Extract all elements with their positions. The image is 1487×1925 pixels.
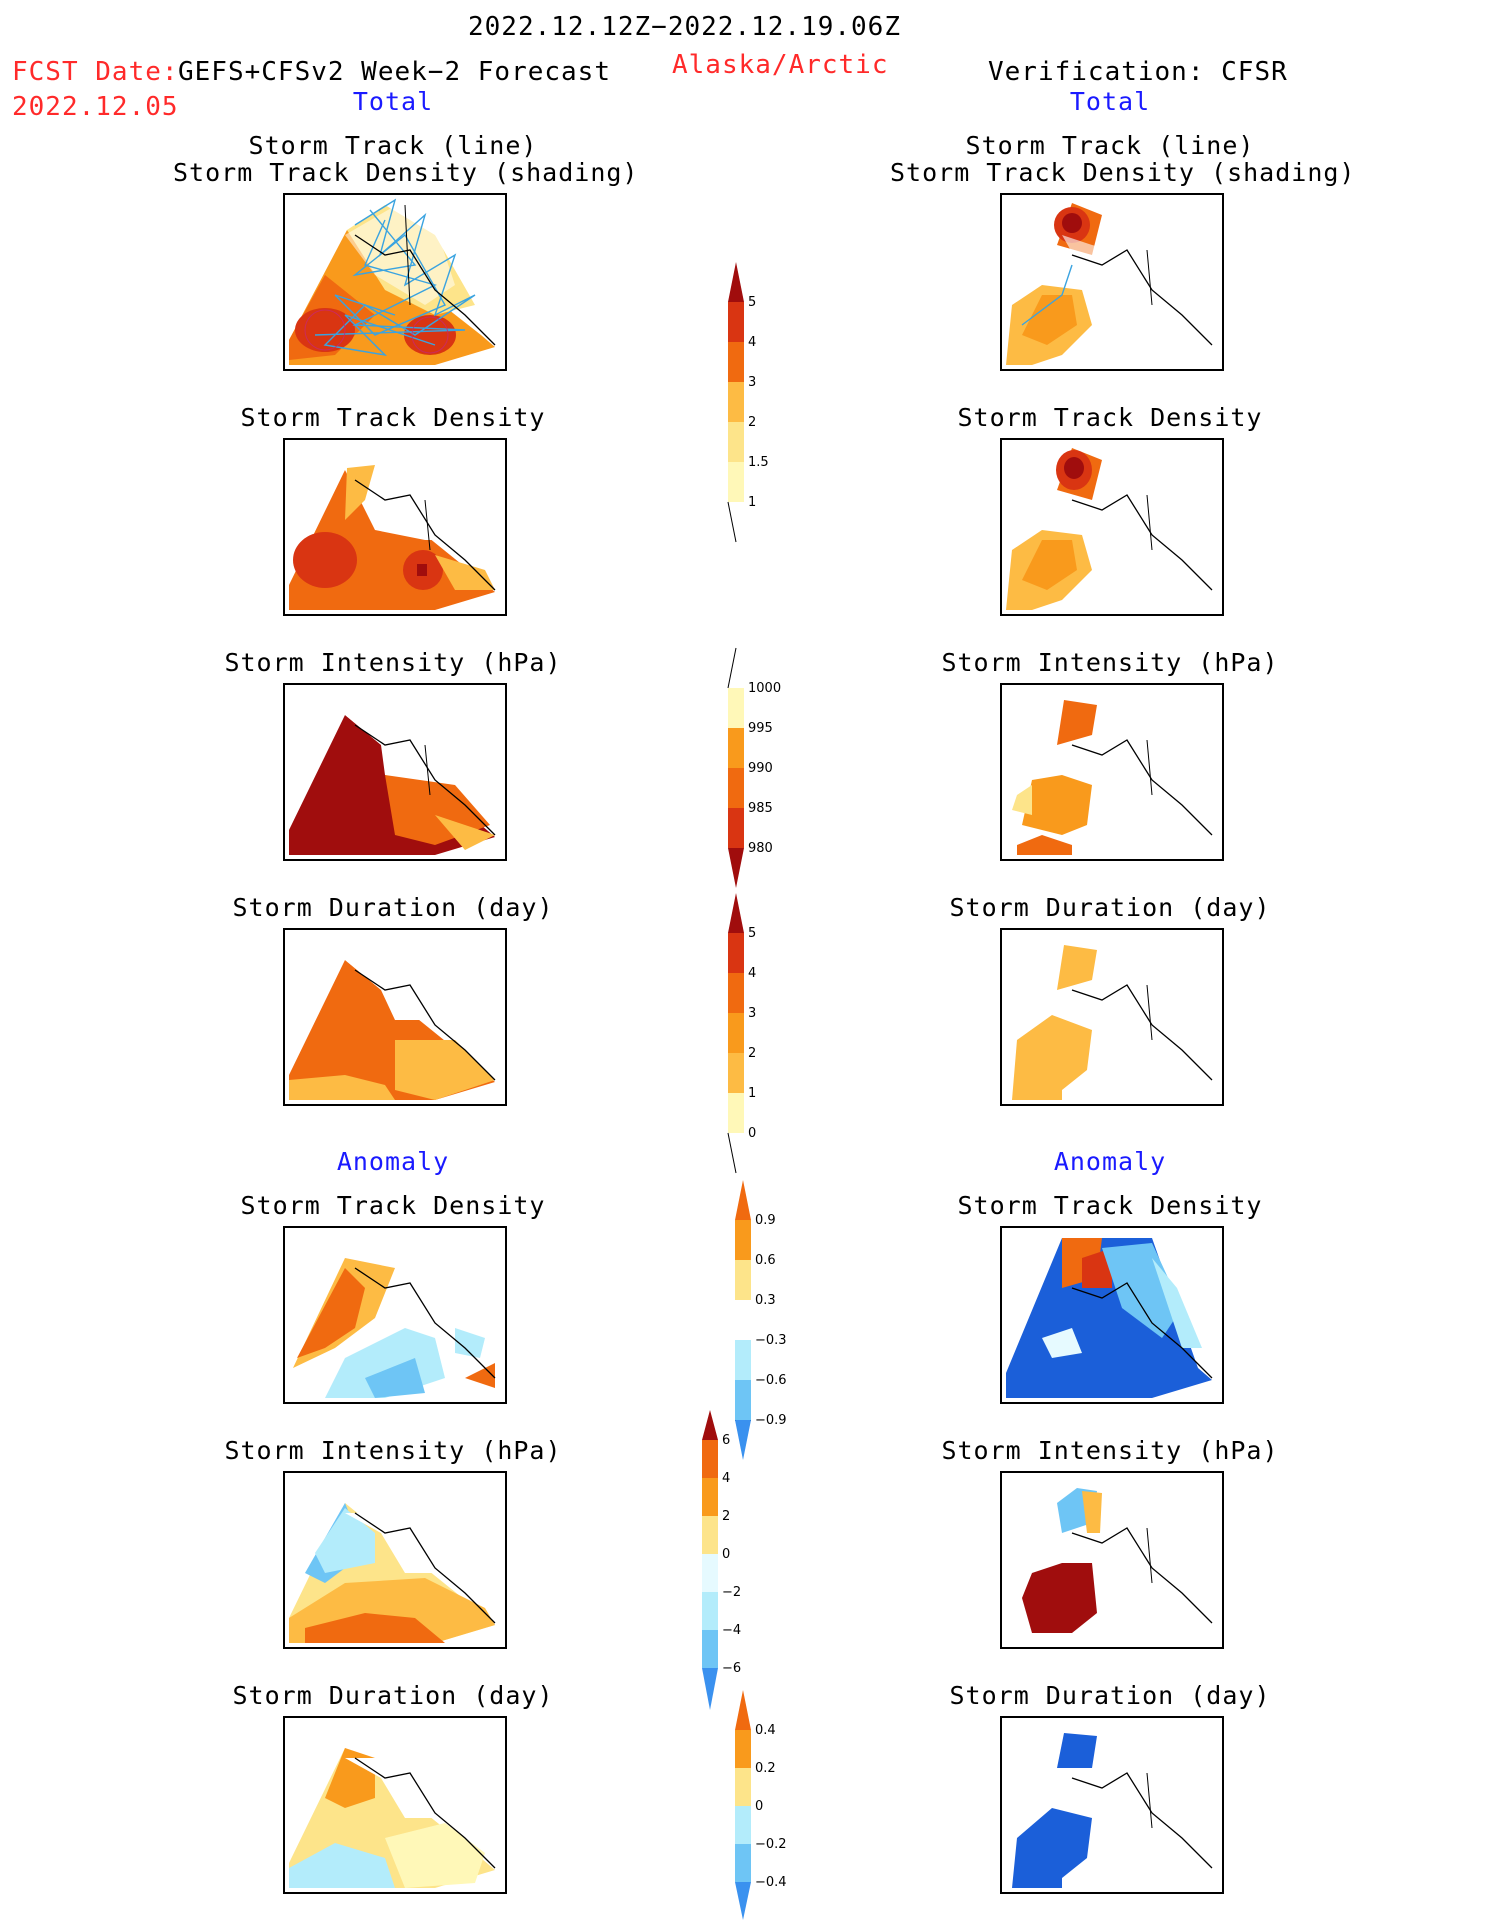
- cbar-duration-anom-tick: 0.2: [755, 1761, 776, 1776]
- map-intensity-anomaly-verification: [1000, 1471, 1224, 1649]
- map-track-verification: [1000, 193, 1224, 371]
- cbar-intensity-anom-tick: 2: [722, 1509, 730, 1524]
- title-anom-duration-right: Storm Duration (day): [949, 1681, 1271, 1710]
- cbar-intensity-anom-tick: −4: [722, 1623, 741, 1638]
- cbar-duration-total-tick: 5: [748, 926, 756, 941]
- cbar-intensity-total-tick: 990: [748, 761, 773, 776]
- cbar-duration-anom-tick: 0.4: [755, 1723, 776, 1738]
- cbar-density-anom-tick: −0.9: [755, 1413, 787, 1428]
- cbar-intensity-total-tick: 980: [748, 841, 773, 856]
- region-label: Alaska/Arctic: [672, 50, 889, 80]
- cbar-density-total-tick: 5: [748, 295, 756, 310]
- map-intensity-forecast: [283, 683, 507, 861]
- cbar-duration-total-tick: 0: [748, 1126, 756, 1141]
- title-anom-intensity-left: Storm Intensity (hPa): [224, 1436, 562, 1465]
- cbar-density-total-tick: 2: [748, 415, 756, 430]
- cbar-duration-total-tick: 4: [748, 966, 756, 981]
- colorbar-duration-anomaly: 0.4 0.2 0 −0.2 −0.4: [733, 1690, 803, 1924]
- map-intensity-verification: [1000, 683, 1224, 861]
- title-density-right: Storm Track Density: [957, 403, 1263, 432]
- map-density-anomaly-verification: [1000, 1226, 1224, 1404]
- title-track-shading-left: Storm Track Density (shading): [173, 158, 639, 187]
- title-track-line-right: Storm Track (line): [965, 131, 1255, 160]
- map-duration-anomaly-forecast: [283, 1716, 507, 1894]
- cbar-density-anom-tick: 0.6: [755, 1253, 776, 1268]
- colorbar-intensity-anomaly: 6 4 2 0 −2 −4 −6: [700, 1410, 770, 1724]
- verification-label: Verification: CFSR: [988, 57, 1288, 87]
- section-total-right: Total: [1069, 87, 1151, 116]
- title-duration-right: Storm Duration (day): [949, 893, 1271, 922]
- map-density-forecast: [283, 438, 507, 616]
- cbar-density-anom-tick: 0.3: [755, 1293, 776, 1308]
- cbar-intensity-anom-tick: 0: [722, 1547, 730, 1562]
- map-intensity-anomaly-forecast: [283, 1471, 507, 1649]
- title-track-shading-right: Storm Track Density (shading): [890, 158, 1356, 187]
- cbar-density-anom-tick: −0.3: [755, 1333, 787, 1348]
- colorbar-density-anomaly: 0.9 0.6 0.3 −0.3 −0.6 −0.9: [733, 1180, 803, 1474]
- cbar-intensity-anom-tick: 4: [722, 1471, 730, 1486]
- cbar-intensity-anom-tick: −2: [722, 1585, 741, 1600]
- cbar-duration-total-tick: 1: [748, 1086, 756, 1101]
- forecast-period: 2022.12.12Z−2022.12.19.06Z: [468, 12, 901, 42]
- fcst-date-label: FCST Date:: [12, 57, 179, 87]
- cbar-duration-anom-tick: 0: [755, 1799, 763, 1814]
- section-anomaly-left: Anomaly: [336, 1147, 450, 1176]
- cbar-duration-anom-tick: −0.4: [755, 1875, 787, 1890]
- title-anom-density-left: Storm Track Density: [240, 1191, 546, 1220]
- map-duration-verification: [1000, 928, 1224, 1106]
- section-anomaly-right: Anomaly: [1053, 1147, 1167, 1176]
- cbar-intensity-anom-tick: 6: [722, 1433, 730, 1448]
- map-duration-anomaly-verification: [1000, 1716, 1224, 1894]
- section-total-left: Total: [352, 87, 434, 116]
- title-intensity-right: Storm Intensity (hPa): [941, 648, 1279, 677]
- colorbar-density-total: 5 4 3 2 1.5 1: [726, 262, 796, 556]
- map-density-verification: [1000, 438, 1224, 616]
- cbar-duration-total-tick: 2: [748, 1046, 756, 1061]
- cbar-density-anom-tick: −0.6: [755, 1373, 787, 1388]
- colorbar-duration-total: 5 4 3 2 1 0: [726, 893, 796, 1187]
- title-anom-intensity-right: Storm Intensity (hPa): [941, 1436, 1279, 1465]
- map-density-anomaly-forecast: [283, 1226, 507, 1404]
- colorbar-intensity-total: 1000 995 990 985 980: [726, 647, 796, 892]
- cbar-density-total-tick: 3: [748, 375, 756, 390]
- fcst-date: 2022.12.05: [12, 92, 179, 122]
- title-duration-left: Storm Duration (day): [232, 893, 554, 922]
- cbar-density-total-tick: 4: [748, 335, 756, 350]
- fcst-model: GEFS+CFSv2 Week−2 Forecast: [178, 57, 611, 87]
- cbar-intensity-total-tick: 995: [748, 721, 773, 736]
- map-duration-forecast: [283, 928, 507, 1106]
- title-density-left: Storm Track Density: [240, 403, 546, 432]
- map-track-forecast: [283, 193, 507, 371]
- cbar-density-anom-tick: 0.9: [755, 1213, 776, 1228]
- title-intensity-left: Storm Intensity (hPa): [224, 648, 562, 677]
- cbar-duration-anom-tick: −0.2: [755, 1837, 787, 1852]
- cbar-density-total-tick: 1: [748, 495, 756, 510]
- title-anom-duration-left: Storm Duration (day): [232, 1681, 554, 1710]
- cbar-intensity-total-tick: 1000: [748, 681, 781, 696]
- cbar-intensity-total-tick: 985: [748, 801, 773, 816]
- cbar-density-total-tick: 1.5: [748, 455, 769, 470]
- cbar-intensity-anom-tick: −6: [722, 1661, 741, 1676]
- title-track-line-left: Storm Track (line): [248, 131, 538, 160]
- cbar-duration-total-tick: 3: [748, 1006, 756, 1021]
- title-anom-density-right: Storm Track Density: [957, 1191, 1263, 1220]
